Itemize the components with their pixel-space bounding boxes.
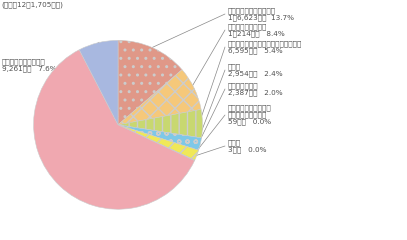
Text: 9,261億円   7.6%: 9,261億円 7.6% (2, 65, 57, 72)
Text: その他の製造業（合計）
7兆3,609億円  60.5%: その他の製造業（合計） 7兆3,609億円 60.5% (70, 109, 140, 131)
Text: (企業：12兆1,705億円): (企業：12兆1,705億円) (1, 1, 63, 8)
Wedge shape (118, 40, 182, 125)
Text: インターネット付随・: インターネット付随・ (228, 104, 272, 111)
Text: 1兆6,623億円  13.7%: 1兆6,623億円 13.7% (228, 14, 294, 21)
Wedge shape (118, 125, 201, 150)
Text: 情報サービス業: 情報サービス業 (228, 82, 258, 89)
Wedge shape (118, 70, 201, 125)
Wedge shape (33, 50, 195, 209)
Text: 電気機械器具製造業: 電気機械器具製造業 (228, 23, 267, 30)
Text: 1兆214億円   8.4%: 1兆214億円 8.4% (228, 30, 285, 37)
Wedge shape (79, 40, 118, 125)
Text: 2,387億円   2.0%: 2,387億円 2.0% (228, 89, 282, 96)
Text: 情報通信機械器具製造業: 情報通信機械器具製造業 (228, 7, 276, 14)
Text: 通信業: 通信業 (228, 63, 241, 70)
Text: 2,954億円   2.4%: 2,954億円 2.4% (228, 70, 282, 77)
Wedge shape (118, 125, 195, 161)
Text: 電子部品・デバイス・電子回路製造業: 電子部品・デバイス・電子回路製造業 (228, 40, 302, 47)
Wedge shape (118, 125, 195, 161)
Wedge shape (118, 125, 199, 160)
Wedge shape (118, 109, 203, 138)
Text: 放送業: 放送業 (228, 139, 241, 146)
Text: その他の情報通信業: その他の情報通信業 (228, 111, 267, 118)
Text: 6,595億円   5.4%: 6,595億円 5.4% (228, 47, 282, 54)
Text: 3億円   0.0%: 3億円 0.0% (228, 146, 267, 153)
Text: 59億円   0.0%: 59億円 0.0% (228, 118, 271, 125)
Text: その他の産業（合計）: その他の産業（合計） (2, 58, 46, 65)
